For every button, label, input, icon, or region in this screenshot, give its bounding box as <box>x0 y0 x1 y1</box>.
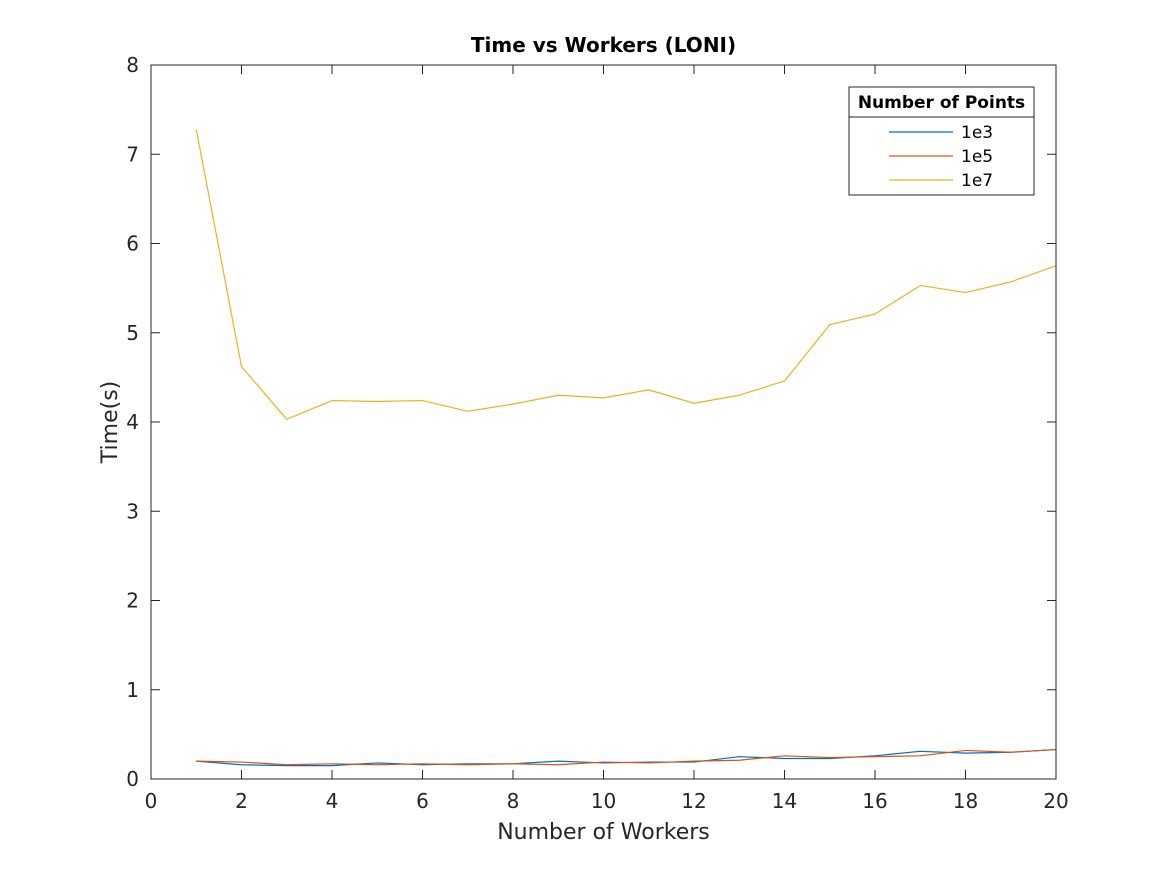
x-tick-label: 18 <box>953 789 978 813</box>
x-tick-label: 20 <box>1043 789 1068 813</box>
x-tick-label: 0 <box>145 789 158 813</box>
legend-label-1e7: 1e7 <box>961 171 993 191</box>
y-tick-label: 1 <box>126 678 139 702</box>
series-line-1e7 <box>195 129 1057 420</box>
x-axis: 0 2 4 6 8 10 12 14 16 18 20 <box>145 65 1069 813</box>
x-tick-label: 10 <box>591 789 616 813</box>
x-tick-label: 16 <box>862 789 887 813</box>
y-tick-label: 6 <box>126 232 139 256</box>
x-tick-label: 6 <box>416 789 429 813</box>
legend-label-1e3: 1e3 <box>961 123 993 143</box>
legend-title: Number of Points <box>858 93 1025 113</box>
chart-title: Time vs Workers (LONI) <box>471 33 736 57</box>
y-tick-label: 5 <box>126 321 139 345</box>
x-tick-label: 14 <box>772 789 797 813</box>
x-tick-label: 2 <box>235 789 248 813</box>
legend-box <box>848 86 1035 196</box>
legend: Number of Points 1e3 1e5 1e7 <box>848 86 1035 196</box>
x-tick-label: 8 <box>507 789 520 813</box>
y-tick-label: 8 <box>126 53 139 77</box>
y-tick-label: 4 <box>126 410 139 434</box>
y-tick-label: 2 <box>126 589 139 613</box>
plot-frame <box>150 64 1057 780</box>
y-tick-label: 7 <box>126 142 139 166</box>
legend-label-1e5: 1e5 <box>961 147 993 167</box>
y-tick-label: 3 <box>126 499 139 523</box>
x-tick-label: 12 <box>681 789 706 813</box>
x-tick-label: 4 <box>326 789 339 813</box>
y-tick-label: 0 <box>126 767 139 791</box>
legend-entries: 1e3 1e5 1e7 <box>889 123 993 191</box>
y-axis-label: Time(s) <box>98 381 123 464</box>
series-lines <box>195 129 1057 767</box>
series-line-1e5 <box>196 748 1057 766</box>
x-axis-label: Number of Workers <box>497 820 710 845</box>
y-axis: 0 1 2 3 4 5 6 7 8 <box>126 53 1056 791</box>
